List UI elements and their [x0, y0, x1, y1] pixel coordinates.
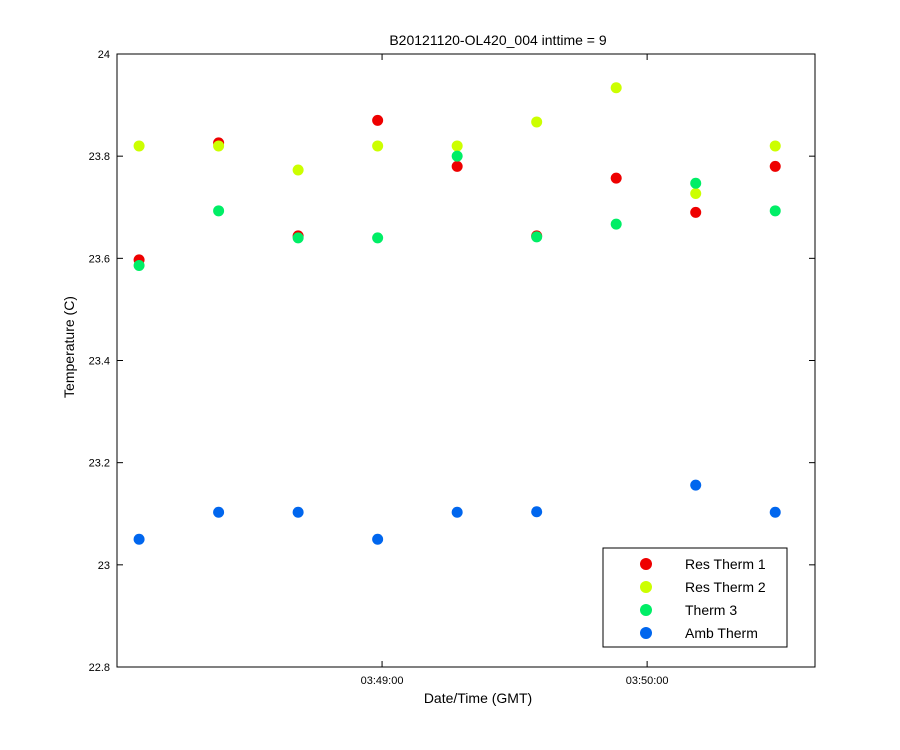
legend-box	[602, 547, 788, 648]
y-tick-label: 23.4	[89, 356, 110, 368]
point-amb-therm	[451, 506, 463, 518]
point-res-therm-2	[769, 140, 781, 152]
series-res-therm-2	[133, 82, 781, 199]
point-res-therm-1	[451, 160, 463, 172]
y-tick-label: 24	[98, 49, 110, 61]
point-therm-3	[531, 231, 543, 243]
point-therm-3	[133, 259, 145, 271]
legend-marker-amb-therm	[640, 627, 652, 639]
y-axis-title: Temperature (C)	[61, 296, 77, 398]
point-therm-3	[769, 205, 781, 217]
chart-title: B20121120-OL420_004 inttime = 9	[389, 32, 607, 48]
point-res-therm-1	[769, 160, 781, 172]
point-therm-3	[213, 205, 225, 217]
point-amb-therm	[690, 479, 702, 491]
point-res-therm-1	[610, 172, 622, 184]
legend-label-res-therm-1: Res Therm 1	[685, 556, 766, 572]
point-res-therm-2	[292, 164, 304, 176]
x-axis-title: Date/Time (GMT)	[424, 690, 532, 706]
y-tick-label: 23	[98, 560, 110, 572]
point-res-therm-2	[690, 187, 702, 199]
point-res-therm-2	[213, 140, 225, 152]
point-amb-therm	[133, 533, 145, 545]
point-res-therm-1	[372, 114, 384, 126]
point-amb-therm	[531, 506, 543, 518]
point-therm-3	[610, 218, 622, 230]
point-amb-therm	[769, 506, 781, 518]
point-res-therm-2	[531, 116, 543, 128]
point-res-therm-2	[451, 140, 463, 152]
legend-marker-res-therm-2	[640, 581, 652, 593]
point-therm-3	[372, 232, 384, 244]
data-points	[133, 82, 781, 614]
point-therm-3	[292, 232, 304, 244]
point-amb-therm	[292, 506, 304, 518]
legend-label-therm-3: Therm 3	[685, 602, 737, 618]
point-therm-3	[451, 150, 463, 162]
y-tick-label: 22.8	[89, 662, 110, 674]
point-amb-therm	[372, 533, 384, 545]
y-tick-label: 23.2	[89, 458, 110, 470]
y-axis: 22.8 23 23.2 23.4 23.6 23.8 24	[89, 49, 815, 674]
y-tick-label: 23.6	[89, 253, 110, 265]
point-therm-3	[690, 177, 702, 189]
series-therm-3	[133, 150, 781, 271]
point-res-therm-2	[133, 140, 145, 152]
point-res-therm-2	[610, 82, 622, 94]
legend-marker-res-therm-1	[640, 558, 652, 570]
legend-label-amb-therm: Amb Therm	[685, 625, 758, 641]
point-amb-therm	[213, 506, 225, 518]
x-tick-label: 03:50:00	[626, 675, 669, 687]
point-res-therm-2	[372, 140, 384, 152]
x-tick-label: 03:49:00	[361, 675, 404, 687]
y-tick-label: 23.8	[89, 151, 110, 163]
legend-marker-therm-3	[640, 604, 652, 616]
legend-label-res-therm-2: Res Therm 2	[685, 579, 766, 595]
x-axis: 03:49:00 03:50:00	[361, 54, 669, 687]
point-res-therm-1	[690, 206, 702, 218]
legend[interactable]: Res Therm 1 Res Therm 2 Therm 3 Amb Ther…	[602, 547, 788, 648]
